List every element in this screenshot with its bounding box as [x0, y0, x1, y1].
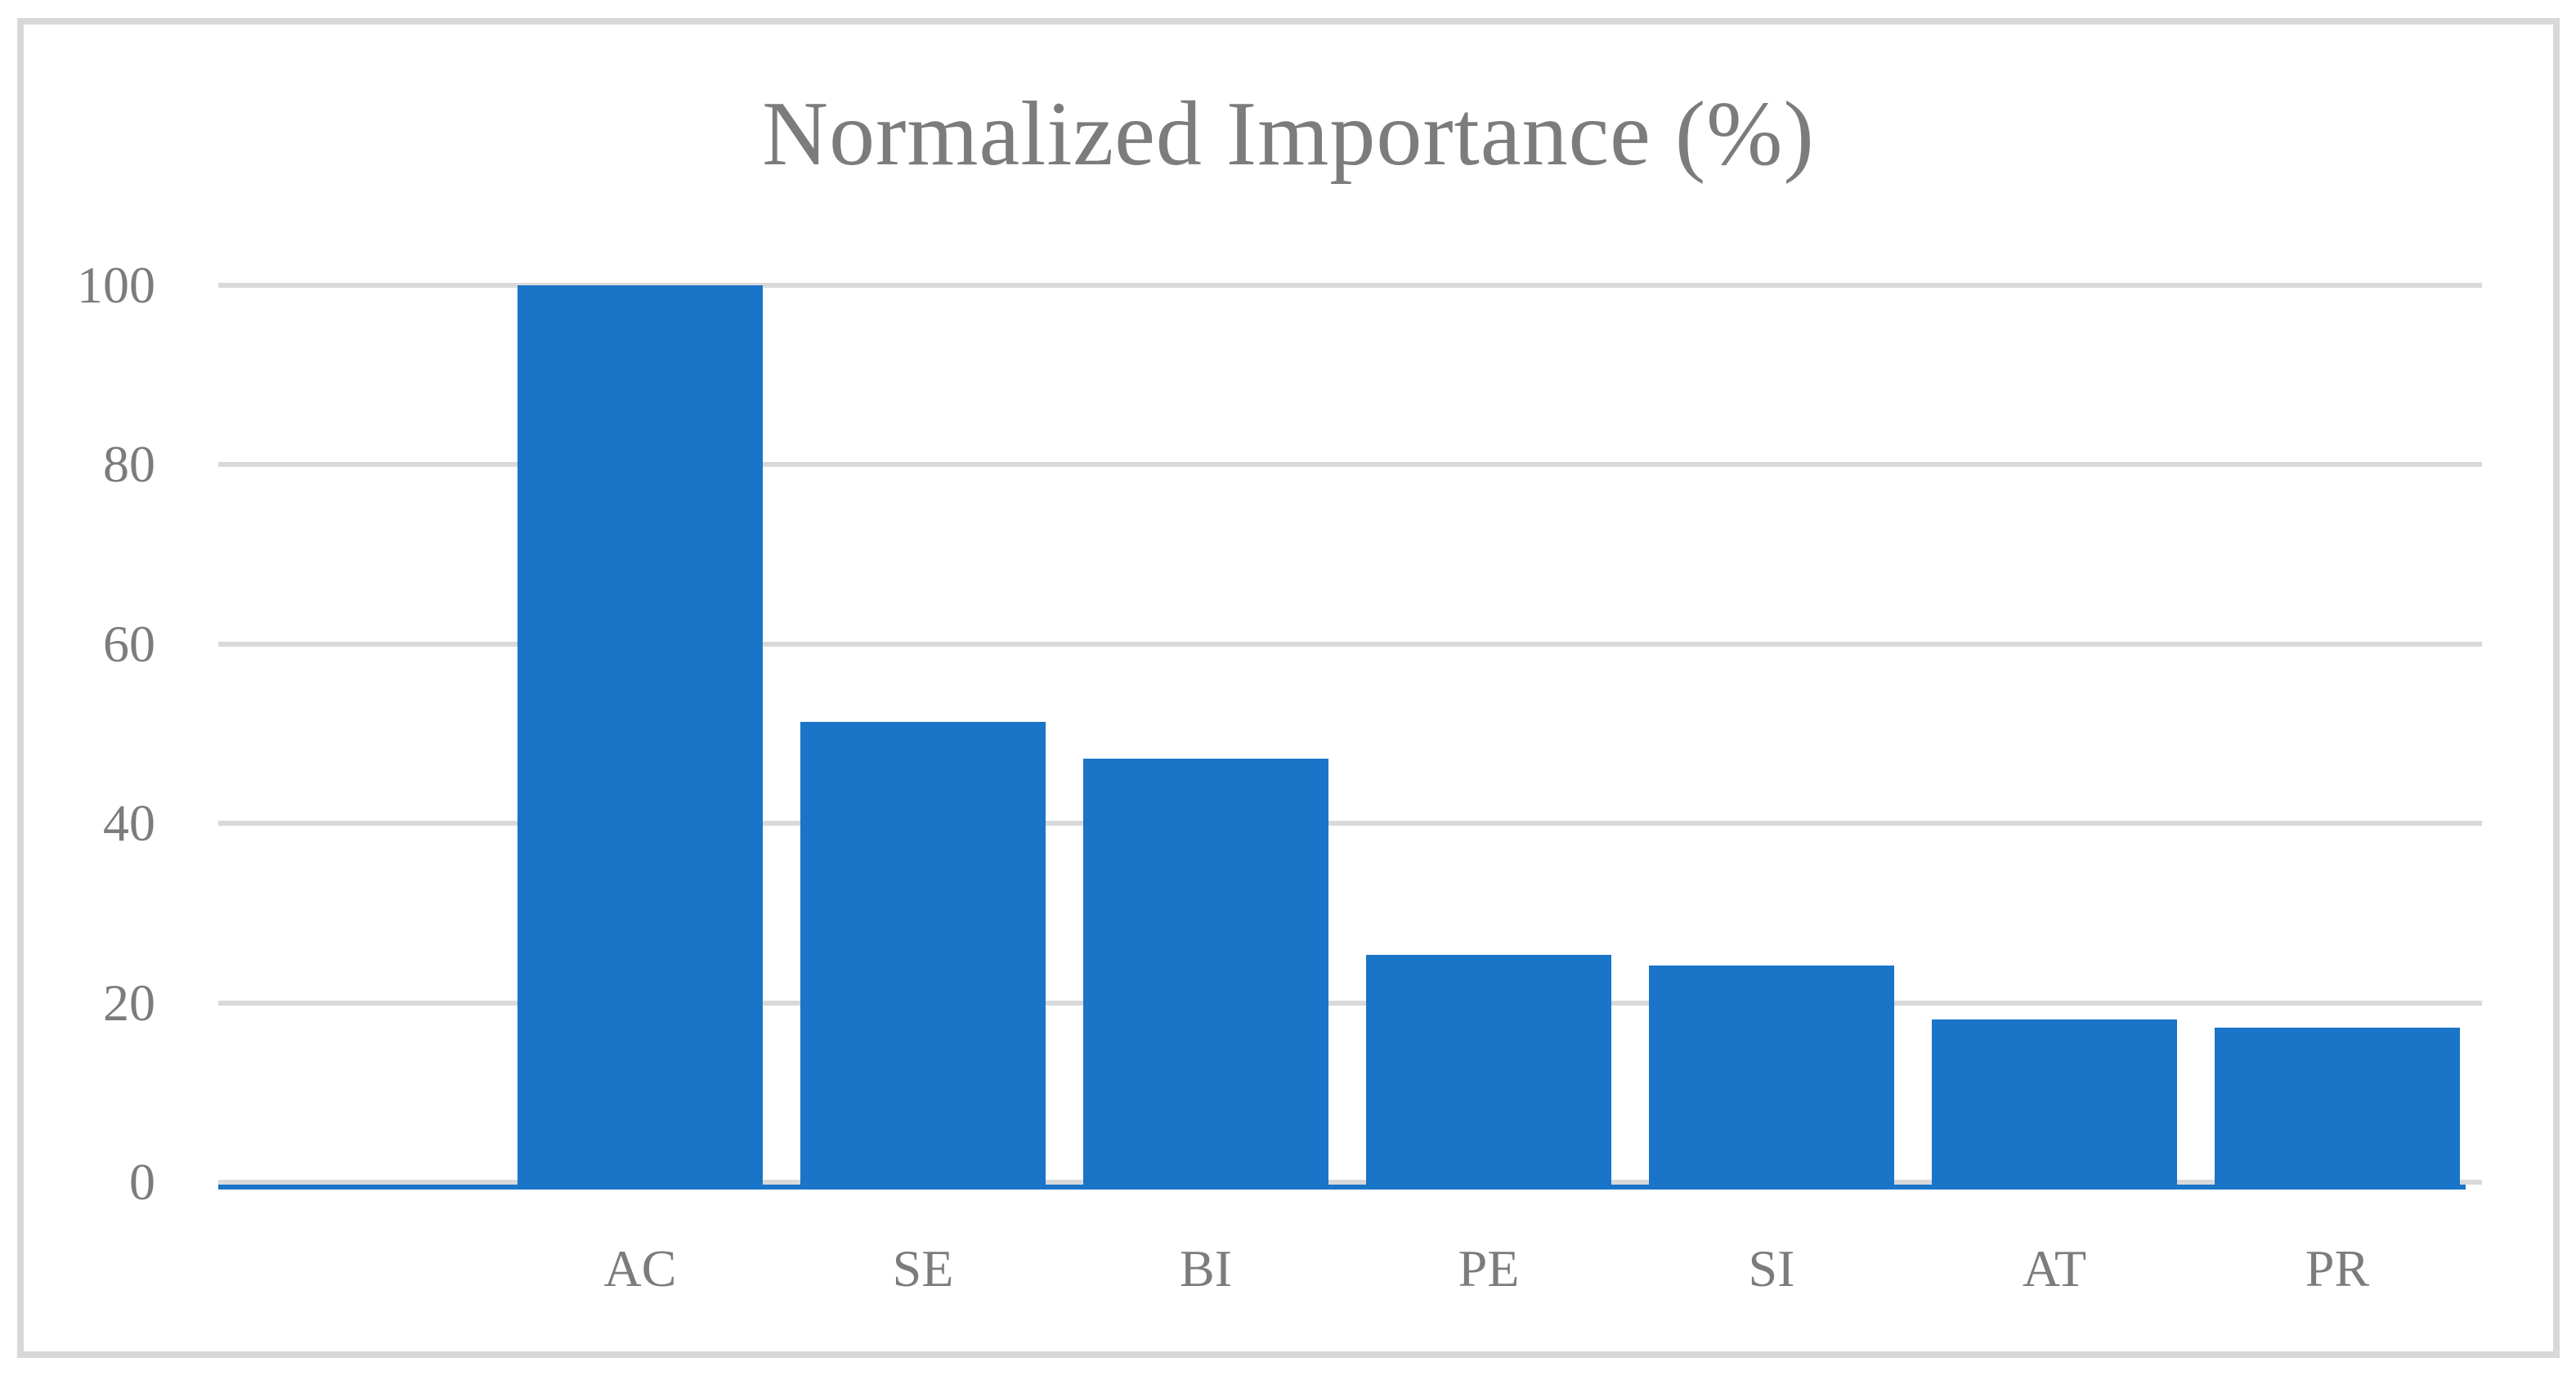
x-axis-category-label-PR: PR [2305, 1239, 2370, 1297]
bar-PE [1366, 955, 1611, 1185]
bar-AT [1932, 1019, 2177, 1185]
gridline-80 [218, 462, 2482, 468]
x-axis-category-label-PE: PE [1458, 1239, 1520, 1297]
x-axis-baseline [218, 1185, 2466, 1190]
gridline-100 [218, 283, 2482, 288]
y-axis-tick-label-40: 40 [103, 794, 155, 853]
chart-title: Normalized Importance (%) [762, 83, 1815, 185]
gridline-20 [218, 1000, 2482, 1006]
gridline-0 [218, 1180, 2482, 1185]
x-axis-category-label-SE: SE [892, 1239, 954, 1297]
bar-BI [1083, 759, 1328, 1185]
x-axis-category-label-AC: AC [603, 1239, 677, 1297]
bar-AC [517, 285, 763, 1185]
x-axis-category-label-AT: AT [2022, 1239, 2087, 1297]
bar-SE [800, 722, 1046, 1185]
bar-PR [2215, 1028, 2460, 1185]
x-axis-category-label-BI: BI [1180, 1239, 1232, 1297]
gridline-40 [218, 821, 2482, 827]
y-axis-tick-label-60: 60 [103, 614, 155, 673]
y-axis-tick-label-0: 0 [129, 1153, 155, 1211]
x-axis-category-label-SI: SI [1748, 1239, 1795, 1297]
y-axis-tick-label-100: 100 [77, 256, 155, 314]
bar-SI [1649, 965, 1894, 1185]
y-axis-tick-label-80: 80 [103, 435, 155, 494]
y-axis-tick-label-20: 20 [103, 973, 155, 1032]
gridline-60 [218, 641, 2482, 647]
